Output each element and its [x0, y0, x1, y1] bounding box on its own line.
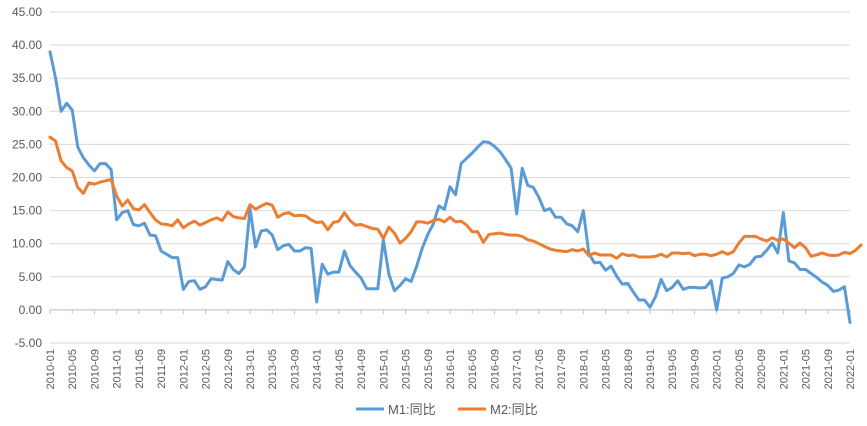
x-tick-label: 2016-05 [467, 349, 479, 389]
x-tick-label: 2010-05 [67, 349, 79, 389]
y-tick-label: -5.00 [15, 336, 43, 350]
x-tick-label: 2021-05 [801, 349, 813, 389]
series-line-m2 [48, 135, 863, 260]
x-tick-label: 2019-05 [667, 349, 679, 389]
x-tick-label: 2013-05 [267, 349, 279, 389]
y-tick-label: 30.00 [12, 104, 42, 118]
y-tick-label: 5.00 [19, 270, 43, 284]
x-tick-label: 2019-01 [645, 349, 657, 389]
x-tick-label: 2021-09 [823, 349, 835, 389]
x-tick-label: 2014-01 [312, 349, 324, 389]
x-tick-label: 2015-09 [423, 349, 435, 389]
x-tick-label: 2011-01 [112, 349, 124, 389]
x-tick-label: 2022-01 [845, 349, 857, 389]
y-tick-label: 40.00 [12, 38, 42, 52]
series-line-m1 [48, 50, 852, 324]
x-tick-label: 2015-05 [401, 349, 413, 389]
x-tick-label: 2017-09 [556, 349, 568, 389]
x-tick-label: 2016-09 [489, 349, 501, 389]
x-tick-label: 2017-01 [512, 349, 524, 389]
gridlines [50, 11, 850, 344]
y-tick-label: 15.00 [12, 204, 42, 218]
x-tick-label: 2020-09 [756, 349, 768, 389]
y-tick-label: 0.00 [19, 303, 43, 317]
x-tick-label: 2011-09 [156, 349, 168, 389]
x-tick-label: 2018-01 [578, 349, 590, 389]
x-tick-label: 2018-09 [623, 349, 635, 389]
x-tick-label: 2020-01 [712, 349, 724, 389]
x-tick-label: 2014-05 [334, 349, 346, 389]
legend-label-m2: M2:同比 [490, 402, 538, 417]
x-tick-label: 2017-05 [534, 349, 546, 389]
x-tick-label: 2019-09 [689, 349, 701, 389]
x-tick-label: 2014-09 [356, 349, 368, 389]
x-tick-label: 2013-01 [245, 349, 257, 389]
y-tick-label: 20.00 [12, 171, 42, 185]
x-tick-label: 2012-01 [178, 349, 190, 389]
y-tick-label: 35.00 [12, 71, 42, 85]
x-tick-label: 2021-01 [778, 349, 790, 389]
legend-label-m1: M1:同比 [388, 402, 436, 417]
y-axis: -5.00 0.00 5.00 10.00 15.00 20.00 25.00 30.00 35… [12, 5, 42, 350]
x-tick-label: 2013-09 [289, 349, 301, 389]
x-tick-label: 2011-05 [134, 349, 146, 389]
x-tick-label: 2020-05 [734, 349, 746, 389]
y-tick-label: 45.00 [12, 5, 42, 19]
y-tick-label: 10.00 [12, 237, 42, 251]
x-tick-label: 2012-05 [201, 349, 213, 389]
x-tick-label: 2010-09 [89, 349, 101, 389]
x-tick-label: 2015-01 [378, 349, 390, 389]
series-lines [48, 50, 863, 324]
x-tick-label: 2016-01 [445, 349, 457, 389]
x-tick-label: 2012-09 [223, 349, 235, 389]
x-tick-label: 2018-05 [601, 349, 613, 389]
y-tick-label: 25.00 [12, 137, 42, 151]
legend: M1:同比 M2:同比 [356, 402, 538, 417]
x-tick-label: 2010-01 [45, 349, 57, 389]
x-axis: 2010-01 2010-05 2010-09 2011-01 2011-05 2011-… [45, 309, 857, 389]
